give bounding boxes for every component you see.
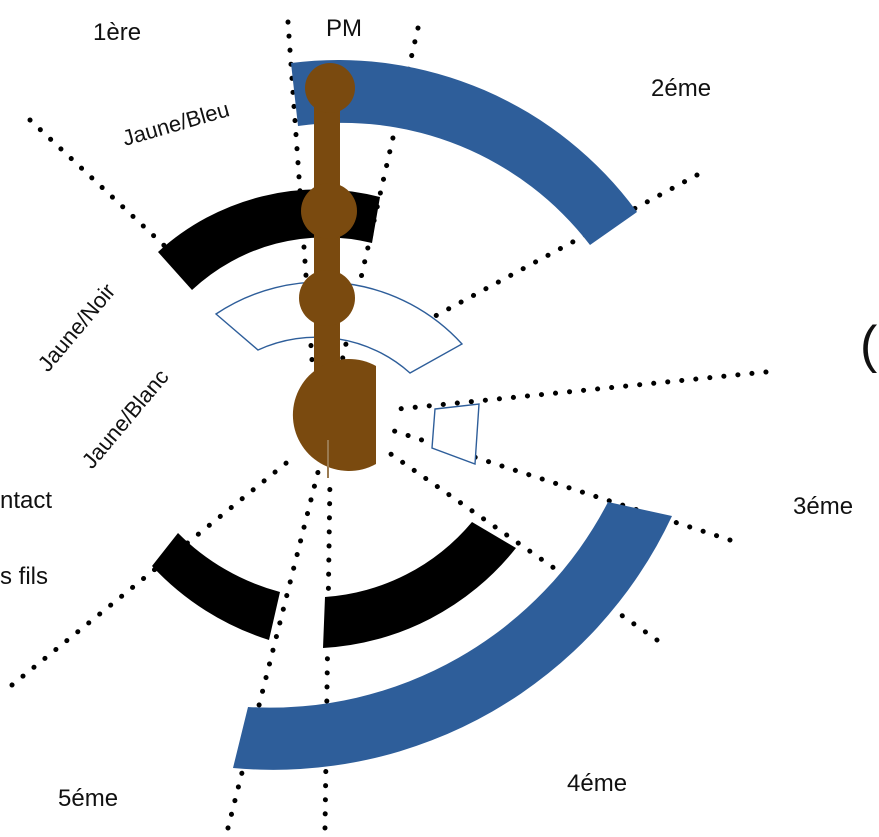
lever-stick <box>314 88 340 398</box>
label-fils-partial: s fils <box>0 563 48 590</box>
gear-ball-second <box>301 183 357 239</box>
divider-line-third-upper <box>385 369 769 413</box>
divider-line-upper-left <box>27 117 188 268</box>
label-fourth: 4éme <box>567 770 627 797</box>
lever-knob <box>292 359 376 471</box>
black-arc-lower-left <box>152 533 280 640</box>
divider-line-third-lower <box>382 425 733 543</box>
label-contact-partial: ntact <box>0 487 52 514</box>
divider-line-upper-right <box>397 172 700 338</box>
label-second: 2éme <box>651 75 711 102</box>
label-third: 3éme <box>793 493 853 520</box>
divider-line-fifth-left <box>225 469 321 831</box>
label-first: 1ère <box>93 19 141 46</box>
blue-arc-bottom <box>233 502 672 770</box>
gear-ball-third <box>299 270 355 326</box>
divider-line-lower-left <box>9 457 293 688</box>
blue-arc-top <box>291 59 637 245</box>
black-arc-lower-right <box>323 522 516 648</box>
partial-glyph-right: ( <box>860 316 878 374</box>
wire-label-yellow-white: Jaune/Blanc <box>77 364 174 473</box>
label-fifth: 5éme <box>58 785 118 812</box>
white-arc-third <box>431 403 480 465</box>
shift-lever <box>292 63 376 478</box>
divider-line-fifth-center <box>322 475 333 831</box>
wire-label-yellow-black: Jaune/Noir <box>33 279 121 377</box>
gear-ball-first <box>305 63 355 113</box>
wire-label-yellow-blue: Jaune/Bleu <box>119 96 232 150</box>
label-pm: PM <box>326 15 362 42</box>
